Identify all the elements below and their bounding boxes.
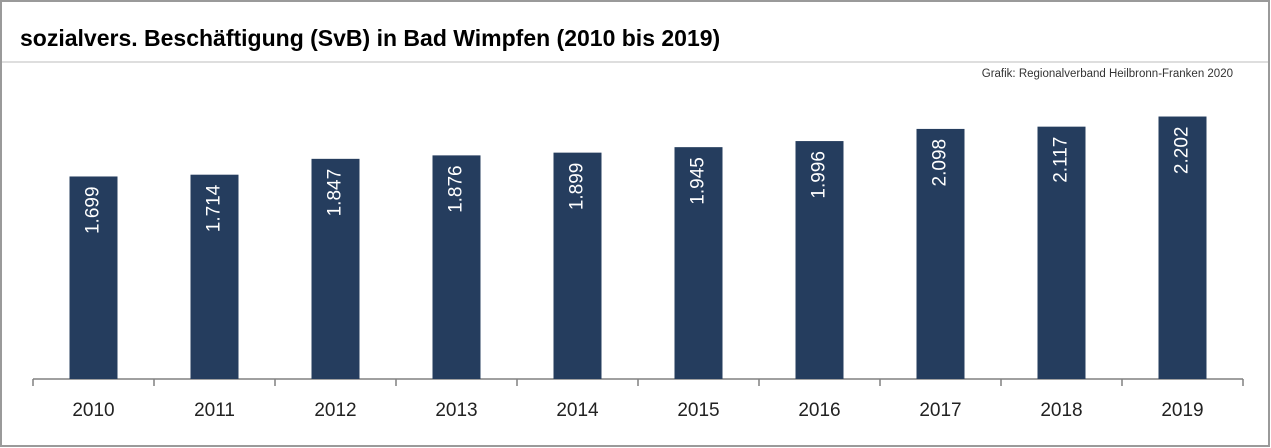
x-tick-label: 2010 bbox=[72, 400, 114, 421]
x-tick-label: 2015 bbox=[677, 400, 719, 421]
x-tick-label: 2018 bbox=[1040, 400, 1082, 421]
bar bbox=[916, 128, 965, 379]
x-tick-label: 2014 bbox=[556, 400, 599, 421]
source-note: Grafik: Regionalverband Heilbronn-Franke… bbox=[982, 68, 1233, 80]
data-label: 2.117 bbox=[1051, 137, 1072, 183]
bar bbox=[1037, 126, 1086, 380]
bar bbox=[553, 152, 602, 379]
x-tick-label: 2016 bbox=[798, 400, 840, 421]
bar bbox=[190, 174, 239, 379]
x-tick-label: 2013 bbox=[435, 400, 477, 421]
data-label: 1.847 bbox=[325, 169, 346, 217]
data-label: 1.996 bbox=[809, 151, 830, 199]
data-label: 1.714 bbox=[204, 184, 225, 232]
data-label: 1.899 bbox=[567, 163, 588, 211]
bar bbox=[795, 141, 844, 379]
x-tick-label: 2012 bbox=[314, 400, 356, 421]
bar bbox=[1158, 116, 1207, 379]
x-tick-label: 2011 bbox=[194, 400, 235, 421]
data-label: 1.876 bbox=[446, 165, 467, 213]
data-label: 2.202 bbox=[1172, 127, 1193, 175]
chart-title: sozialvers. Beschäftigung (SvB) in Bad W… bbox=[20, 25, 720, 51]
x-tick-label: 2017 bbox=[919, 400, 961, 421]
bar bbox=[69, 176, 118, 379]
data-label: 2.098 bbox=[930, 139, 951, 187]
x-tick-label: 2019 bbox=[1161, 400, 1203, 421]
bar bbox=[311, 158, 360, 379]
bar bbox=[432, 155, 481, 379]
bar bbox=[674, 147, 723, 379]
data-label: 1.945 bbox=[688, 157, 709, 205]
data-label: 1.699 bbox=[83, 186, 104, 234]
